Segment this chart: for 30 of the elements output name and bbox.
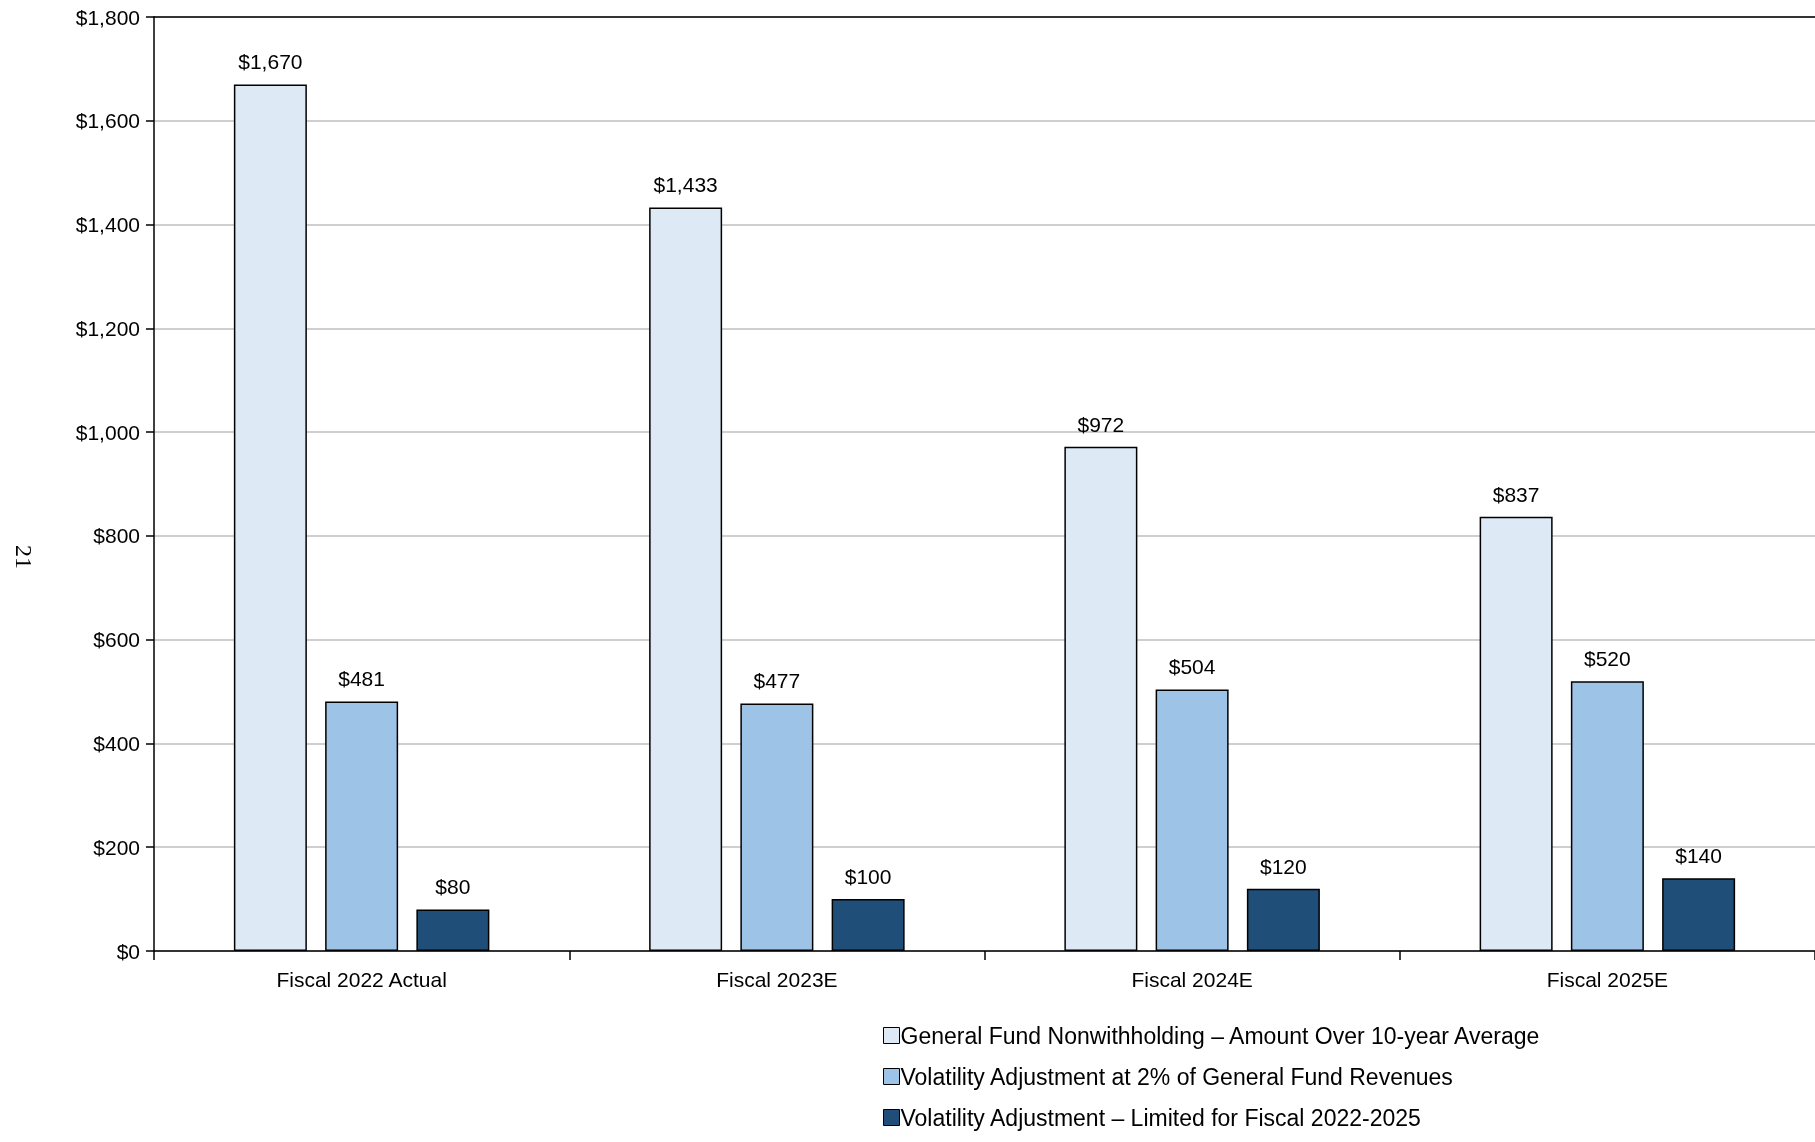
x-tick-label: Fiscal 2023E: [716, 968, 838, 991]
data-label: $504: [1168, 655, 1216, 679]
x-tick-label: Fiscal 2022 Actual: [276, 968, 447, 991]
y-tick-label: $0: [116, 939, 140, 963]
data-label: $100: [844, 865, 892, 889]
data-label: $972: [1077, 412, 1125, 436]
data-label: $1,670: [238, 50, 303, 74]
y-tick-label: $800: [93, 524, 140, 548]
data-label: $477: [753, 669, 801, 693]
data-label: $120: [1260, 854, 1307, 878]
data-label: $520: [1584, 647, 1631, 671]
y-tick-label: $200: [93, 835, 140, 859]
y-tick-label: $1,600: [75, 109, 140, 133]
data-label: $481: [338, 667, 385, 691]
data-label: $140: [1675, 844, 1722, 868]
legend-label: General Fund Nonwithholding – Amount Over 10-year Average: [900, 1022, 1540, 1049]
legend-label: Volatility Adjustment at 2% of General Fund Revenues: [900, 1063, 1453, 1090]
data-label: $837: [1492, 482, 1540, 506]
y-tick-label: $1,000: [75, 420, 140, 444]
x-tick-label: Fiscal 2024E: [1131, 968, 1253, 991]
data-label: $80: [435, 875, 471, 899]
y-tick-label: $600: [93, 628, 140, 652]
data-label: $1,433: [653, 173, 718, 197]
y-tick-label: $1,200: [75, 316, 140, 340]
legend-label: Volatility Adjustment – Limited for Fiscal 2022-2025: [900, 1104, 1421, 1131]
text: 21: [11, 545, 37, 569]
y-tick-label: $400: [93, 731, 140, 755]
y-tick-label: $1,400: [75, 213, 140, 237]
y-tick-label: $1,800: [75, 5, 140, 29]
x-tick-label: Fiscal 2025E: [1546, 968, 1669, 991]
